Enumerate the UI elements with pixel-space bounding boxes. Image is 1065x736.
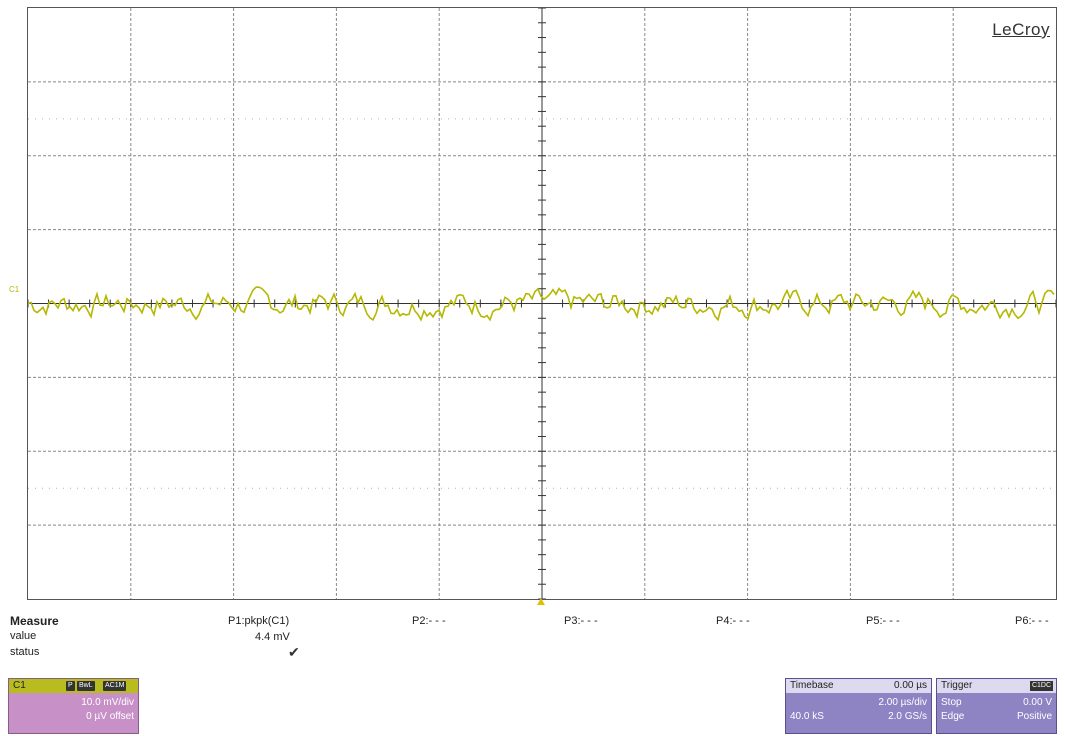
trigger-position-marker	[537, 598, 545, 605]
param-p3-label[interactable]: P3:- - -	[564, 615, 598, 627]
trigger-mode: Stop	[941, 697, 962, 708]
measure-title: Measure	[10, 614, 59, 628]
trigger-level: 0.00 V	[1023, 697, 1052, 708]
trigger-type: Edge	[941, 711, 965, 722]
timebase-descriptor[interactable]: Timebase 0.00 µs 2.00 µs/div 40.0 kS 2.0…	[785, 678, 932, 734]
channel-ground-marker: C1	[9, 285, 20, 294]
timebase-title: Timebase	[790, 680, 834, 691]
trigger-header: Trigger C1DC	[937, 679, 1056, 693]
param-p4-label[interactable]: P4:- - -	[716, 615, 750, 627]
trigger-slope: Positive	[1016, 711, 1052, 722]
timebase-sample-rate: 2.0 GS/s	[888, 711, 927, 722]
trigger-source-badge: C1DC	[1029, 681, 1053, 691]
channel-badge-bwl: BwL	[77, 681, 95, 691]
channel-offset: 0 µV offset	[86, 711, 134, 722]
param-p6-label[interactable]: P6:- - -	[1015, 615, 1049, 627]
grid-lines	[28, 8, 1056, 599]
channel-c1-descriptor[interactable]: C1 P BwL AC1M 10.0 mV/div 0 µV offset	[8, 678, 139, 734]
timebase-time-per-div: 2.00 µs/div	[878, 697, 927, 708]
c1-waveform-trace	[28, 286, 1055, 322]
param-p1-status-check-icon: ✔	[288, 644, 300, 660]
channel-vdiv: 10.0 mV/div	[81, 697, 134, 708]
channel-badge-p: P	[66, 681, 75, 691]
trigger-title: Trigger	[941, 680, 973, 691]
timebase-samples: 40.0 kS	[790, 711, 824, 722]
timebase-delay: 0.00 µs	[893, 680, 927, 691]
channel-badge-coupling: AC1M	[103, 681, 127, 691]
value-row-label: value	[10, 630, 37, 642]
param-p1-value: 4.4 mV	[255, 631, 290, 643]
trigger-descriptor[interactable]: Trigger C1DC Stop 0.00 V Edge Positive	[936, 678, 1057, 734]
status-row-label: status	[10, 646, 40, 658]
channel-name: C1	[13, 680, 26, 691]
channel-c1-header: C1 P BwL AC1M	[9, 679, 138, 693]
waveform-grid[interactable]: LeCroy	[27, 7, 1057, 600]
param-p5-label[interactable]: P5:- - -	[866, 615, 900, 627]
param-p1-label[interactable]: P1:pkpk(C1)	[228, 615, 290, 627]
param-p2-label[interactable]: P2:- - -	[412, 615, 446, 627]
lecroy-logo: LeCroy	[992, 20, 1050, 39]
timebase-header: Timebase 0.00 µs	[786, 679, 931, 693]
